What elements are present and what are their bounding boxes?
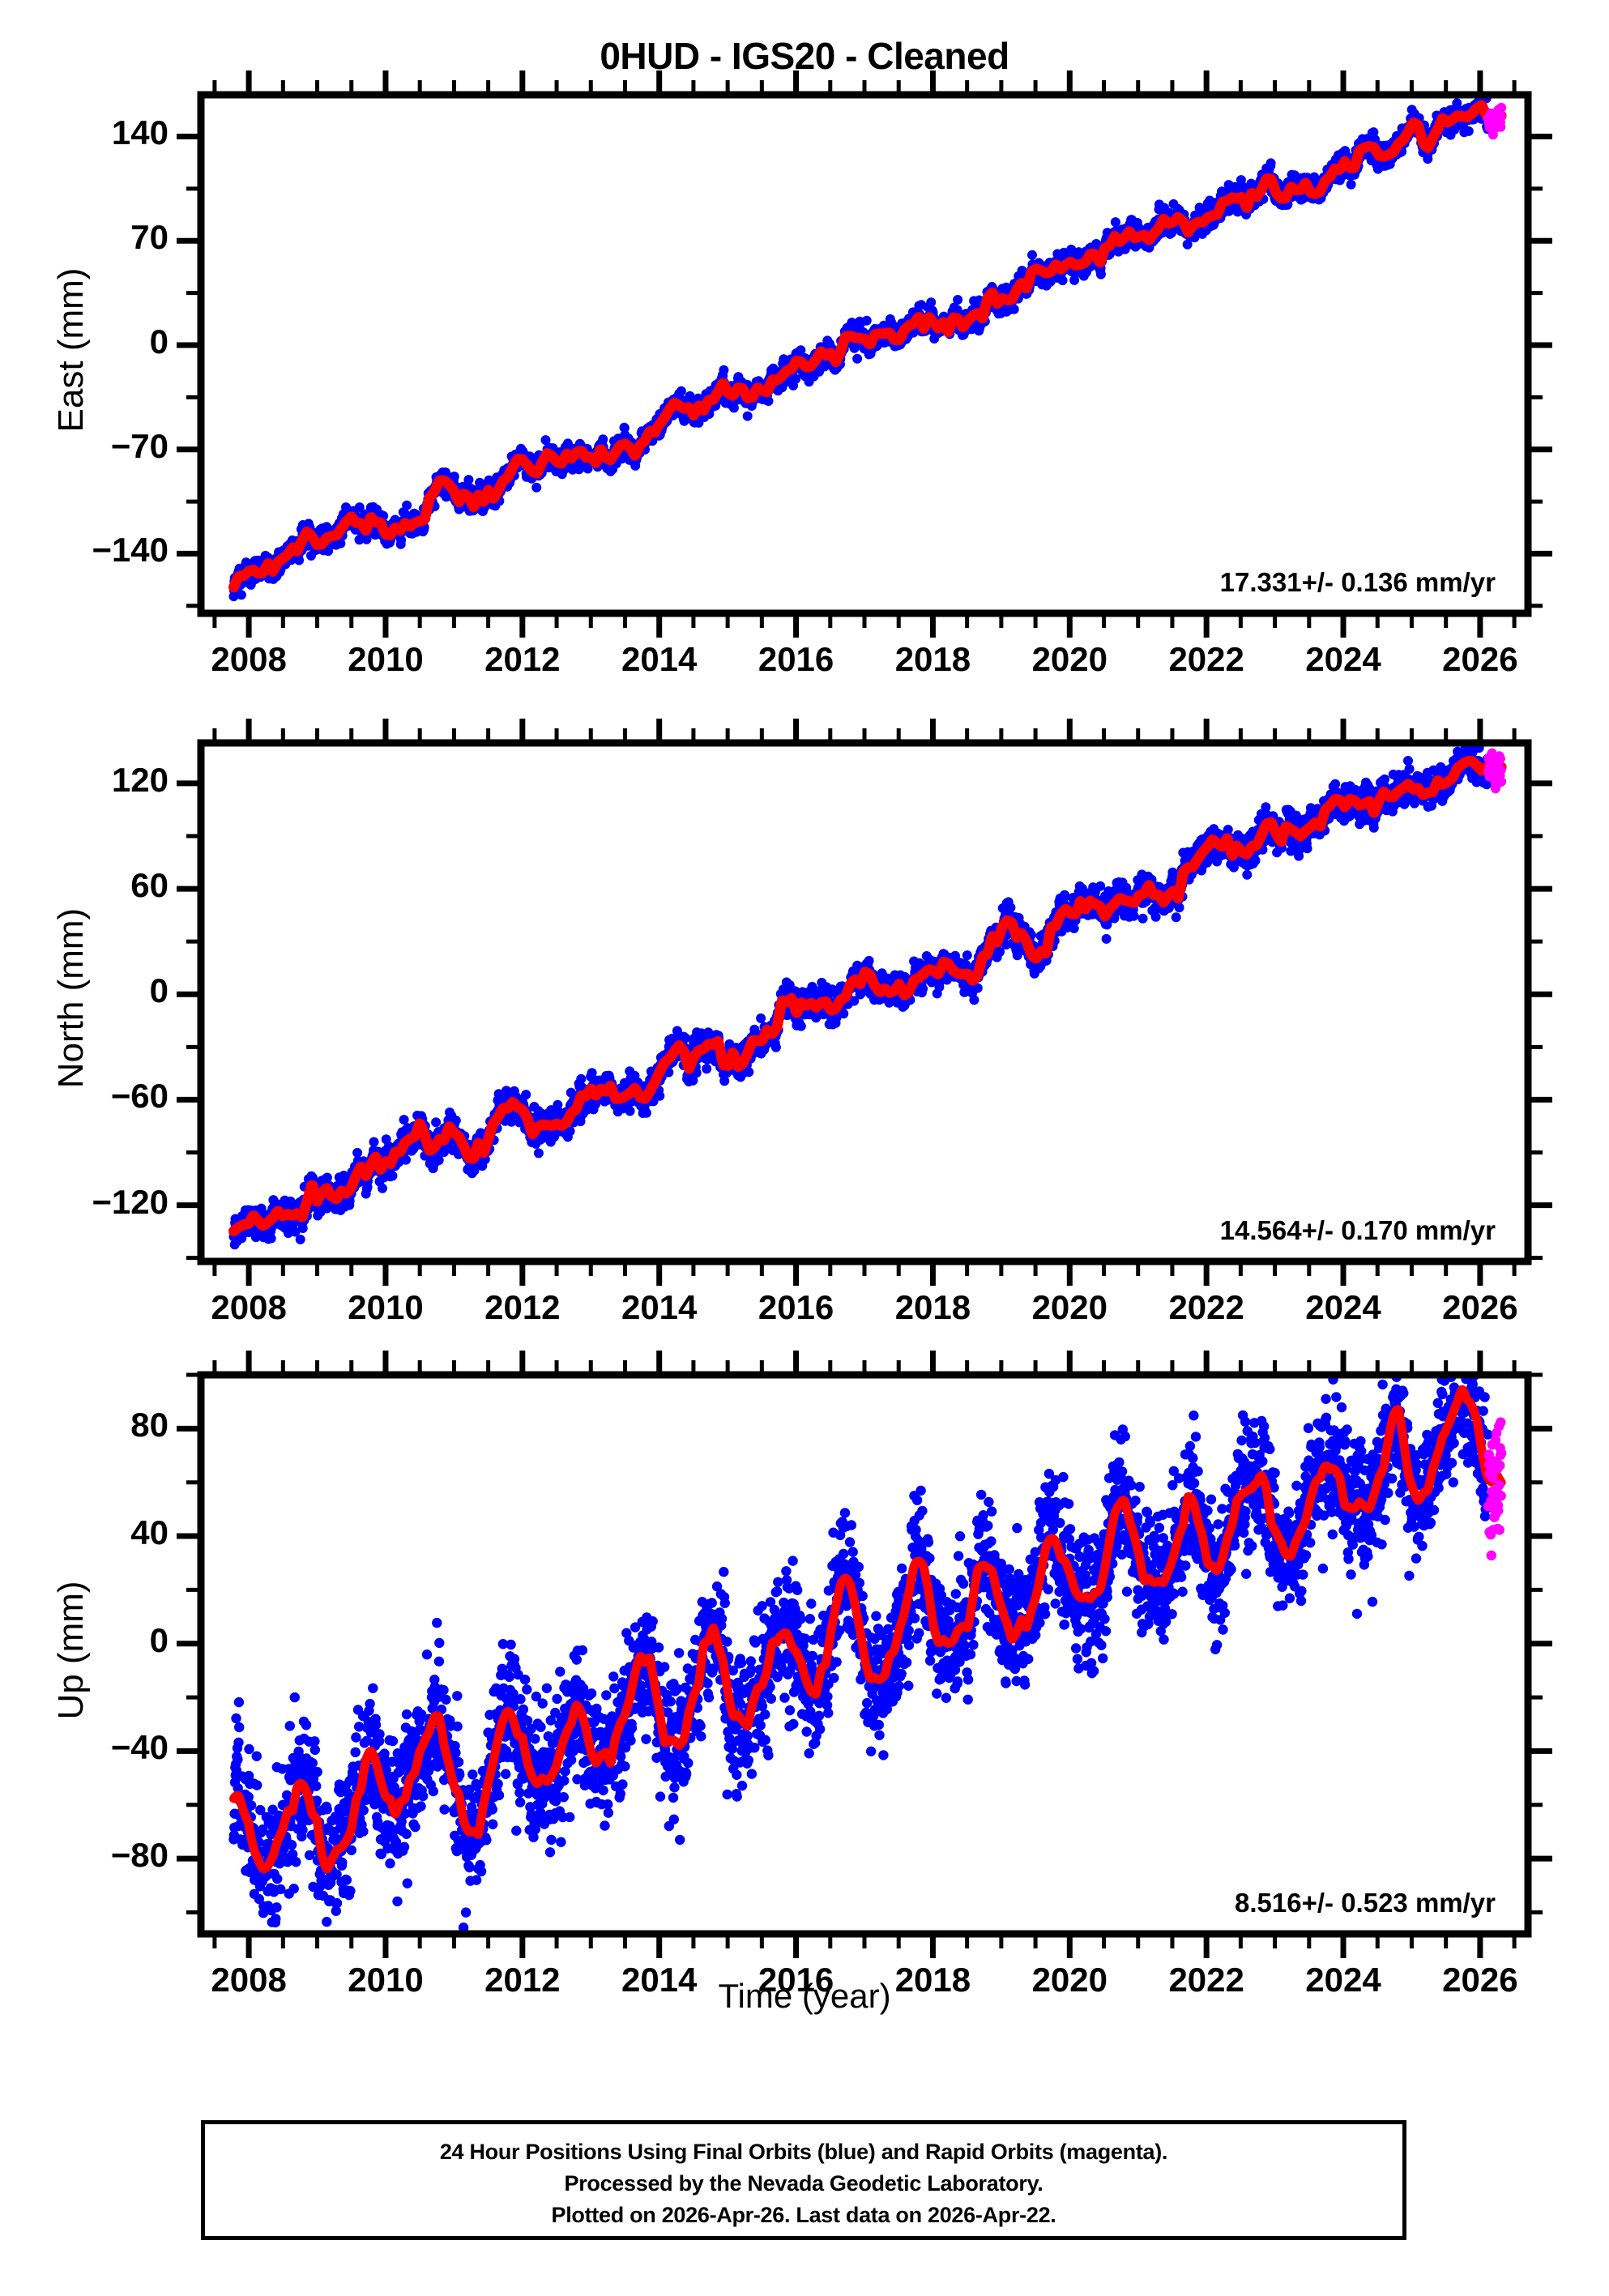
x-tick-label-north-2008: 2008	[184, 1288, 314, 1327]
x-tick-label-north-2026: 2026	[1415, 1288, 1545, 1327]
x-tick-label-up-2012: 2012	[458, 1961, 587, 1999]
data-layer-north	[229, 740, 1507, 1249]
rate-annotation-north: 14.564+/- 0.170 mm/yr	[1009, 1215, 1496, 1246]
x-tick-label-east-2010: 2010	[321, 640, 450, 679]
y-tick-label-east-4: −140	[6, 531, 169, 570]
y-tick-label-east-0: 140	[6, 113, 169, 152]
y-tick-label-north-4: −120	[6, 1183, 169, 1222]
y-tick-label-up-4: −80	[6, 1836, 169, 1875]
x-tick-label-east-2008: 2008	[184, 640, 314, 679]
scatter-rapid-orbits-north	[1483, 749, 1506, 794]
y-axis-title-east: East (mm)	[51, 188, 92, 512]
data-layer-up	[228, 1356, 1506, 1951]
model-fit-line-north	[234, 761, 1502, 1231]
x-ticks-up	[215, 1351, 1514, 1958]
x-ticks-north	[215, 719, 1514, 1286]
footer-line-orbits: 24 Hour Positions Using Final Orbits (bl…	[205, 2140, 1402, 2165]
y-tick-label-north-0: 120	[6, 761, 169, 800]
x-tick-label-east-2024: 2024	[1278, 640, 1408, 679]
x-tick-label-east-2014: 2014	[595, 640, 724, 679]
x-tick-label-north-2010: 2010	[321, 1288, 450, 1327]
scatter-rapid-orbits-up	[1483, 1417, 1507, 1560]
x-tick-label-up-2022: 2022	[1142, 1961, 1271, 1999]
y-ticks-north	[177, 783, 1552, 1258]
y-tick-label-up-0: 80	[6, 1406, 169, 1445]
x-tick-label-up-2026: 2026	[1415, 1961, 1545, 1999]
x-tick-label-east-2020: 2020	[1005, 640, 1134, 679]
x-tick-label-up-2014: 2014	[595, 1961, 724, 1999]
footer-line-dates: Plotted on 2026-Apr-26. Last data on 202…	[205, 2203, 1402, 2228]
plot-frame-north	[201, 743, 1528, 1261]
x-tick-label-east-2018: 2018	[868, 640, 997, 679]
x-tick-label-north-2024: 2024	[1278, 1288, 1408, 1327]
x-tick-label-north-2022: 2022	[1142, 1288, 1271, 1327]
y-axis-title-north: North (mm)	[51, 836, 92, 1160]
x-tick-label-up-2010: 2010	[321, 1961, 450, 1999]
rate-annotation-east: 17.331+/- 0.136 mm/yr	[1009, 567, 1496, 598]
plot-frame-up	[201, 1375, 1528, 1934]
x-tick-label-east-2012: 2012	[458, 640, 587, 679]
x-tick-label-up-2020: 2020	[1005, 1961, 1134, 1999]
rate-annotation-up: 8.516+/- 0.523 mm/yr	[1009, 1888, 1496, 1918]
x-tick-label-north-2018: 2018	[868, 1288, 997, 1327]
x-tick-label-east-2016: 2016	[732, 640, 861, 679]
x-tick-label-north-2020: 2020	[1005, 1288, 1134, 1327]
x-tick-label-north-2012: 2012	[458, 1288, 587, 1327]
scatter-final-orbits-north	[229, 740, 1493, 1249]
x-tick-label-north-2014: 2014	[595, 1288, 724, 1327]
footer-note-box: 24 Hour Positions Using Final Orbits (bl…	[201, 2120, 1406, 2240]
model-fit-line-up	[234, 1389, 1502, 1869]
x-tick-label-up-2024: 2024	[1278, 1961, 1408, 1999]
x-tick-label-up-2016: 2016	[732, 1961, 861, 1999]
y-ticks-up	[177, 1375, 1552, 1912]
x-tick-label-up-2008: 2008	[184, 1961, 314, 1999]
y-axis-title-up: Up (mm)	[51, 1488, 92, 1812]
x-tick-label-east-2026: 2026	[1415, 640, 1545, 679]
x-tick-label-east-2022: 2022	[1142, 640, 1271, 679]
x-tick-label-up-2018: 2018	[868, 1961, 997, 1999]
x-tick-label-north-2016: 2016	[732, 1288, 861, 1327]
scatter-final-orbits-up	[228, 1356, 1493, 1951]
footer-line-processor: Processed by the Nevada Geodetic Laborat…	[205, 2171, 1402, 2196]
